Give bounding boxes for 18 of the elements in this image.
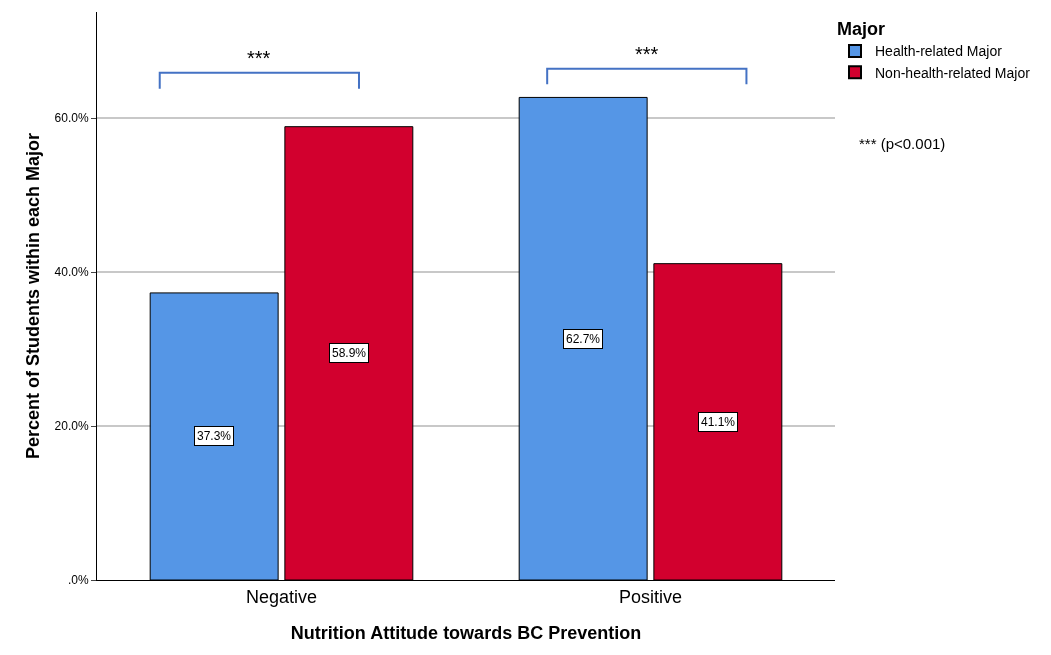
x-axis-title: Nutrition Attitude towards BC Prevention xyxy=(290,622,642,643)
legend-label: Non-health-related Major xyxy=(875,64,1031,81)
data-label: 58.9% xyxy=(332,346,367,360)
legend-label: Health-related Major xyxy=(875,43,1003,60)
data-label: 41.1% xyxy=(701,415,736,429)
y-tick-label: .0% xyxy=(67,573,89,588)
y-tick-label: 60.0% xyxy=(54,111,89,126)
y-tick-label: 20.0% xyxy=(54,419,89,434)
data-label: 62.7% xyxy=(566,332,601,346)
y-axis-title: Percent of Students within each Major xyxy=(22,132,43,460)
data-label: 37.3% xyxy=(197,429,232,443)
y-tick-label: 40.0% xyxy=(54,265,89,280)
legend-title: Major xyxy=(837,19,886,40)
x-tick-label: Positive xyxy=(618,586,683,607)
text: *** (p<0.001) xyxy=(859,135,946,152)
annotation: *** xyxy=(247,47,271,69)
x-tick-label: Negative xyxy=(245,586,318,607)
annotation: *** xyxy=(635,43,659,65)
